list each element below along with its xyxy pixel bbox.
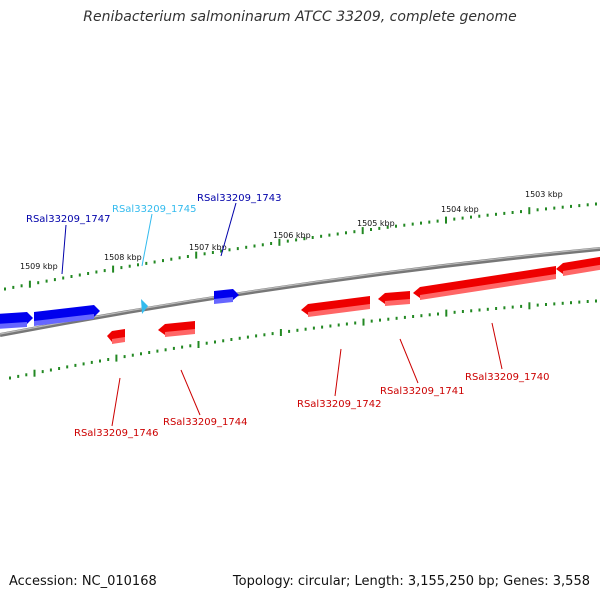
kbp-label-1506: 1506 kbp — [273, 231, 311, 240]
gene-rsal33209-1746-arrow[interactable] — [107, 329, 125, 344]
gene-label-rsal33209-1742[interactable]: RSal33209_1742 — [297, 399, 381, 410]
kbp-label-1508: 1508 kbp — [104, 253, 142, 262]
gene-label-rsal33209-1745[interactable]: RSal33209_1745 — [112, 204, 196, 215]
gene-label-rsal33209-1744[interactable]: RSal33209_1744 — [163, 417, 247, 428]
gene-label-rsal33209-1740[interactable]: RSal33209_1740 — [465, 372, 549, 383]
gene-label-rsal33209-1741[interactable]: RSal33209_1741 — [380, 386, 464, 397]
gene-rsal33209-1747-arrow[interactable] — [34, 305, 100, 326]
gene-label-rsal33209-1743[interactable]: RSal33209_1743 — [197, 193, 281, 204]
gene-rsal33209-1745-arrow[interactable] — [141, 299, 148, 314]
genome-backbone — [0, 247, 600, 337]
kbp-label-1509: 1509 kbp — [20, 262, 58, 271]
accession-text: Accession: NC_010168 — [9, 574, 157, 589]
genome-backbone-highlight — [0, 247, 600, 335]
leader-rsal33209-1747 — [61, 224, 67, 275]
gene-label-rsal33209-1747[interactable]: RSal33209_1747 — [26, 214, 110, 225]
leader-rsal33209-1742 — [334, 348, 342, 397]
leader-rsal33209-1740 — [491, 322, 503, 370]
kbp-label-1507: 1507 kbp — [189, 243, 227, 252]
kbp-label-1503: 1503 kbp — [525, 190, 563, 199]
leader-rsal33209-1746 — [111, 377, 121, 427]
gene-rsal33209-1742-arrow[interactable] — [301, 296, 370, 317]
gene-rsal33209-1740-arrow[interactable] — [413, 266, 556, 300]
gene-label-rsal33209-1746[interactable]: RSal33209_1746 — [74, 428, 158, 439]
scale-ticks-bottom — [9, 299, 597, 380]
kbp-label-1505: 1505 kbp — [357, 219, 395, 228]
gene-rsal33209-1741-arrow[interactable] — [378, 291, 410, 306]
topology-summary-text: Topology: circular; Length: 3,155,250 bp… — [232, 574, 590, 589]
leader-rsal33209-1741 — [399, 338, 419, 384]
gene-arrow-reverse-edge[interactable] — [556, 256, 600, 276]
leader-rsal33209-1745 — [141, 213, 153, 267]
map-title: Renibacterium salmoninarum ATCC 33209, c… — [83, 9, 517, 25]
gene-rsal33209-1743-arrow[interactable] — [214, 289, 239, 304]
kbp-label-1504: 1504 kbp — [441, 205, 479, 214]
gene-arrow-forward[interactable] — [0, 312, 33, 329]
scale-ticks-top — [4, 202, 597, 291]
leader-rsal33209-1743 — [220, 202, 237, 257]
leader-rsal33209-1744 — [180, 369, 201, 416]
gene-rsal33209-1744-arrow[interactable] — [158, 321, 195, 337]
